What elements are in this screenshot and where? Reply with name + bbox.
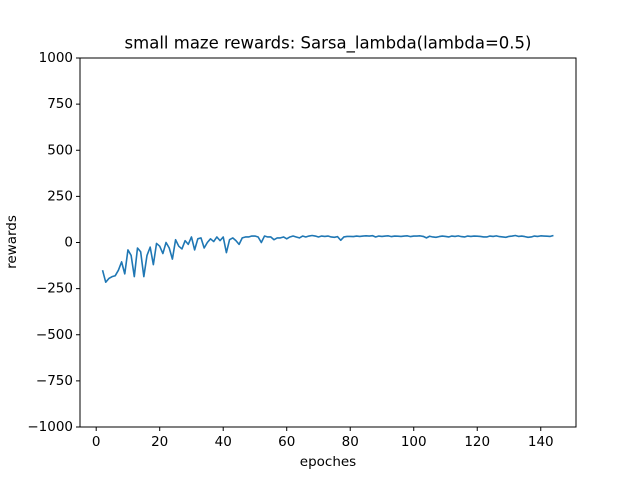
data-line xyxy=(101,234,554,283)
y-tick-label: −750 xyxy=(36,373,73,389)
x-tick-label: 80 xyxy=(342,434,359,450)
y-tick-label: 1000 xyxy=(39,50,73,66)
x-tick-label: 0 xyxy=(92,434,101,450)
y-tick-label: 0 xyxy=(64,235,73,251)
x-tick-label: 100 xyxy=(401,434,427,450)
y-tick-label: −500 xyxy=(36,327,73,343)
x-tick-label: 120 xyxy=(464,434,490,450)
y-tick-label: −1000 xyxy=(27,419,73,435)
x-tick-label: 60 xyxy=(278,434,295,450)
x-tick-label: 140 xyxy=(528,434,554,450)
y-tick-label: −250 xyxy=(36,281,73,297)
x-tick-label: 40 xyxy=(215,434,232,450)
chart-title: small maze rewards: Sarsa_lambda(lambda=… xyxy=(125,34,532,54)
y-tick-label: 250 xyxy=(47,188,73,204)
x-axis-label: epoches xyxy=(300,454,356,470)
x-tick-label: 20 xyxy=(151,434,168,450)
y-axis-label: rewards xyxy=(4,215,20,269)
y-tick-label: 500 xyxy=(47,142,73,158)
y-tick-label: 750 xyxy=(47,96,73,112)
plot-frame xyxy=(79,57,577,428)
